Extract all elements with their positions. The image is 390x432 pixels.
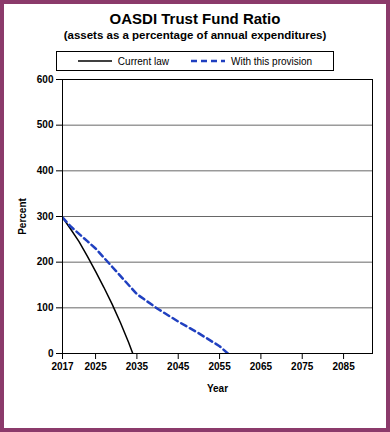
svg-text:600: 600 — [37, 74, 54, 85]
svg-text:2055: 2055 — [208, 361, 231, 372]
svg-text:300: 300 — [37, 211, 54, 222]
svg-text:2017: 2017 — [51, 361, 74, 372]
svg-text:500: 500 — [37, 119, 54, 130]
html-text:OASDI Trust Fund Ratio: OASDI Trust Fund Ratio — [109, 10, 281, 27]
svg-text:Year: Year — [207, 383, 228, 394]
html-text:(assets as a percentage of ann: (assets as a percentage of annual expend… — [63, 29, 327, 41]
svg-text:200: 200 — [37, 256, 54, 267]
svg-text:2085: 2085 — [332, 361, 355, 372]
svg-text:0: 0 — [48, 348, 54, 359]
svg-text:Percent: Percent — [17, 197, 28, 234]
svg-text:2035: 2035 — [126, 361, 149, 372]
html-text:Current law: Current law — [117, 55, 169, 67]
svg-text:2045: 2045 — [167, 361, 190, 372]
svg-text:100: 100 — [37, 302, 54, 313]
svg-text:400: 400 — [37, 165, 54, 176]
svg-text:2075: 2075 — [291, 361, 314, 372]
svg-text:2065: 2065 — [250, 361, 273, 372]
html-text:With this provision: With this provision — [231, 55, 313, 67]
svg-text:2025: 2025 — [84, 361, 107, 372]
